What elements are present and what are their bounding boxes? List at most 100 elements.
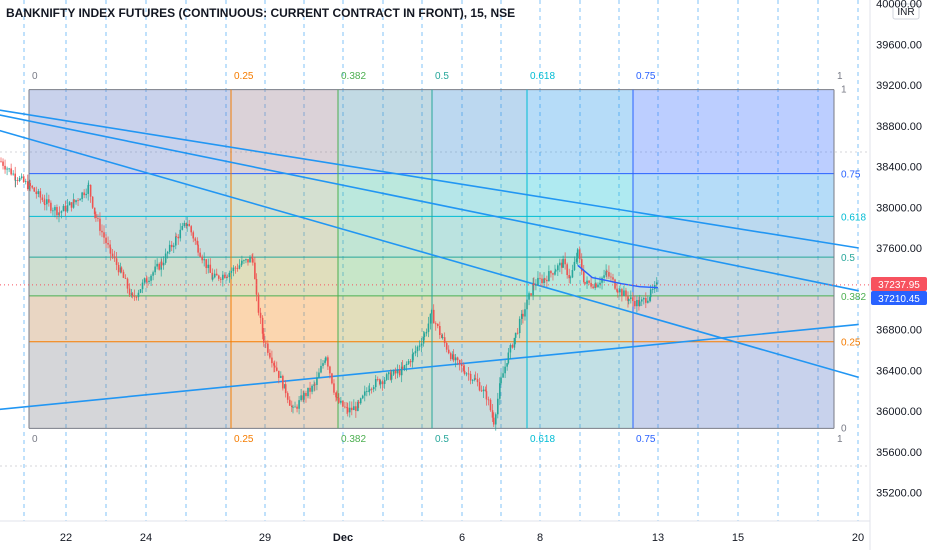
candle-body (115, 258, 118, 265)
time-tick-label: 22 (60, 532, 72, 544)
price-tick-label: 36800.00 (876, 325, 922, 337)
candle-body (526, 299, 528, 310)
candle-body (361, 395, 364, 399)
candle-body (359, 398, 362, 404)
candle-body (374, 379, 377, 388)
candle-body (346, 407, 349, 413)
trendline (0, 129, 859, 379)
chart-title: BANKNIFTY INDEX FUTURES (CONTINUOUS: CUR… (6, 6, 516, 20)
candle-body (616, 288, 618, 292)
candle-body (320, 365, 322, 373)
price-tick-label: 37600.00 (876, 243, 922, 255)
candle-body (390, 374, 393, 380)
candle-body (452, 354, 455, 361)
candle-body (325, 357, 327, 361)
candle-body (554, 271, 556, 275)
candle-body (275, 367, 278, 371)
candle-body (331, 373, 333, 384)
fib-retracement-label: 0 (841, 423, 847, 434)
candle-body (273, 365, 276, 368)
candle-body (22, 176, 25, 182)
candle-body (532, 283, 534, 296)
candle-body (623, 290, 625, 296)
candle-body (170, 244, 173, 248)
fib-retracement-label: 0.5 (841, 253, 855, 264)
candle-body (338, 397, 340, 403)
candle-body (190, 226, 193, 233)
candle-body (111, 253, 114, 257)
candle-body (29, 183, 31, 186)
candle-body (590, 282, 592, 287)
candle-body (482, 389, 485, 392)
candle-body (211, 272, 214, 280)
price-tick-label: 39600.00 (876, 39, 922, 51)
candle-body (485, 391, 488, 400)
candle-body (60, 211, 63, 213)
candle-body (606, 271, 608, 273)
candle-body (632, 297, 634, 302)
fib-time-label-bottom: 0.618 (530, 434, 555, 445)
candle-body (99, 218, 101, 231)
candle-body (284, 384, 287, 394)
price-tick-label: 39200.00 (876, 80, 922, 92)
fib-retracement-label: 0.382 (841, 292, 866, 303)
candle-body (346, 407, 348, 408)
candle-body (181, 225, 184, 230)
candle-body (520, 313, 523, 319)
candle-body (271, 357, 273, 364)
candle-body (62, 205, 65, 212)
candle-body (162, 262, 165, 266)
candle-body (152, 272, 154, 276)
fib-time-label-top: 0.75 (636, 71, 656, 82)
candle-body (427, 323, 430, 332)
candle-body (28, 183, 31, 190)
candle-body (245, 259, 247, 261)
candle-body (492, 417, 495, 425)
candle-body (389, 372, 392, 380)
time-tick-label: 24 (140, 532, 152, 544)
candle-body (286, 393, 289, 400)
price-tick-label: 35200.00 (876, 488, 922, 500)
price-tag-bg (871, 291, 927, 305)
price-tick-label: 35600.00 (876, 447, 922, 459)
candle-body (370, 388, 373, 390)
candle-body (91, 196, 94, 208)
candle-body (504, 366, 506, 374)
candle-body (83, 192, 85, 196)
candle-body (124, 277, 127, 279)
fib-retracement-label: 0.75 (841, 170, 861, 181)
candle-body (571, 270, 574, 278)
candle-body (70, 202, 73, 208)
candle-body (220, 278, 222, 280)
price-tick-label: 38400.00 (876, 162, 922, 174)
candle-body (66, 205, 69, 212)
fib-time-label-top: 0.5 (435, 71, 449, 82)
candle-body (197, 244, 199, 253)
fib-time-zone (231, 89, 338, 429)
candle-body (209, 264, 212, 273)
candle-body (422, 336, 425, 344)
candle-body (166, 251, 169, 254)
candle-body (651, 289, 654, 290)
candle-body (353, 406, 355, 411)
candle-body (543, 278, 545, 284)
price-tick-label: 38000.00 (876, 202, 922, 214)
candle-body (557, 265, 559, 271)
price-axis-bg[interactable] (870, 0, 932, 550)
candle-body (249, 257, 251, 263)
candle-body (105, 237, 107, 243)
candle-body (441, 335, 443, 338)
candle-body (478, 382, 481, 391)
candle-body (447, 349, 450, 354)
candle-body (156, 263, 158, 267)
candle-body (72, 199, 75, 208)
candle-body (222, 274, 224, 280)
candle-body (327, 357, 329, 367)
candle-body (44, 204, 46, 205)
candle-body (160, 261, 162, 270)
candle-body (506, 363, 508, 367)
candle-body (392, 370, 395, 375)
candle-body (497, 398, 499, 415)
candle-body (610, 276, 612, 278)
